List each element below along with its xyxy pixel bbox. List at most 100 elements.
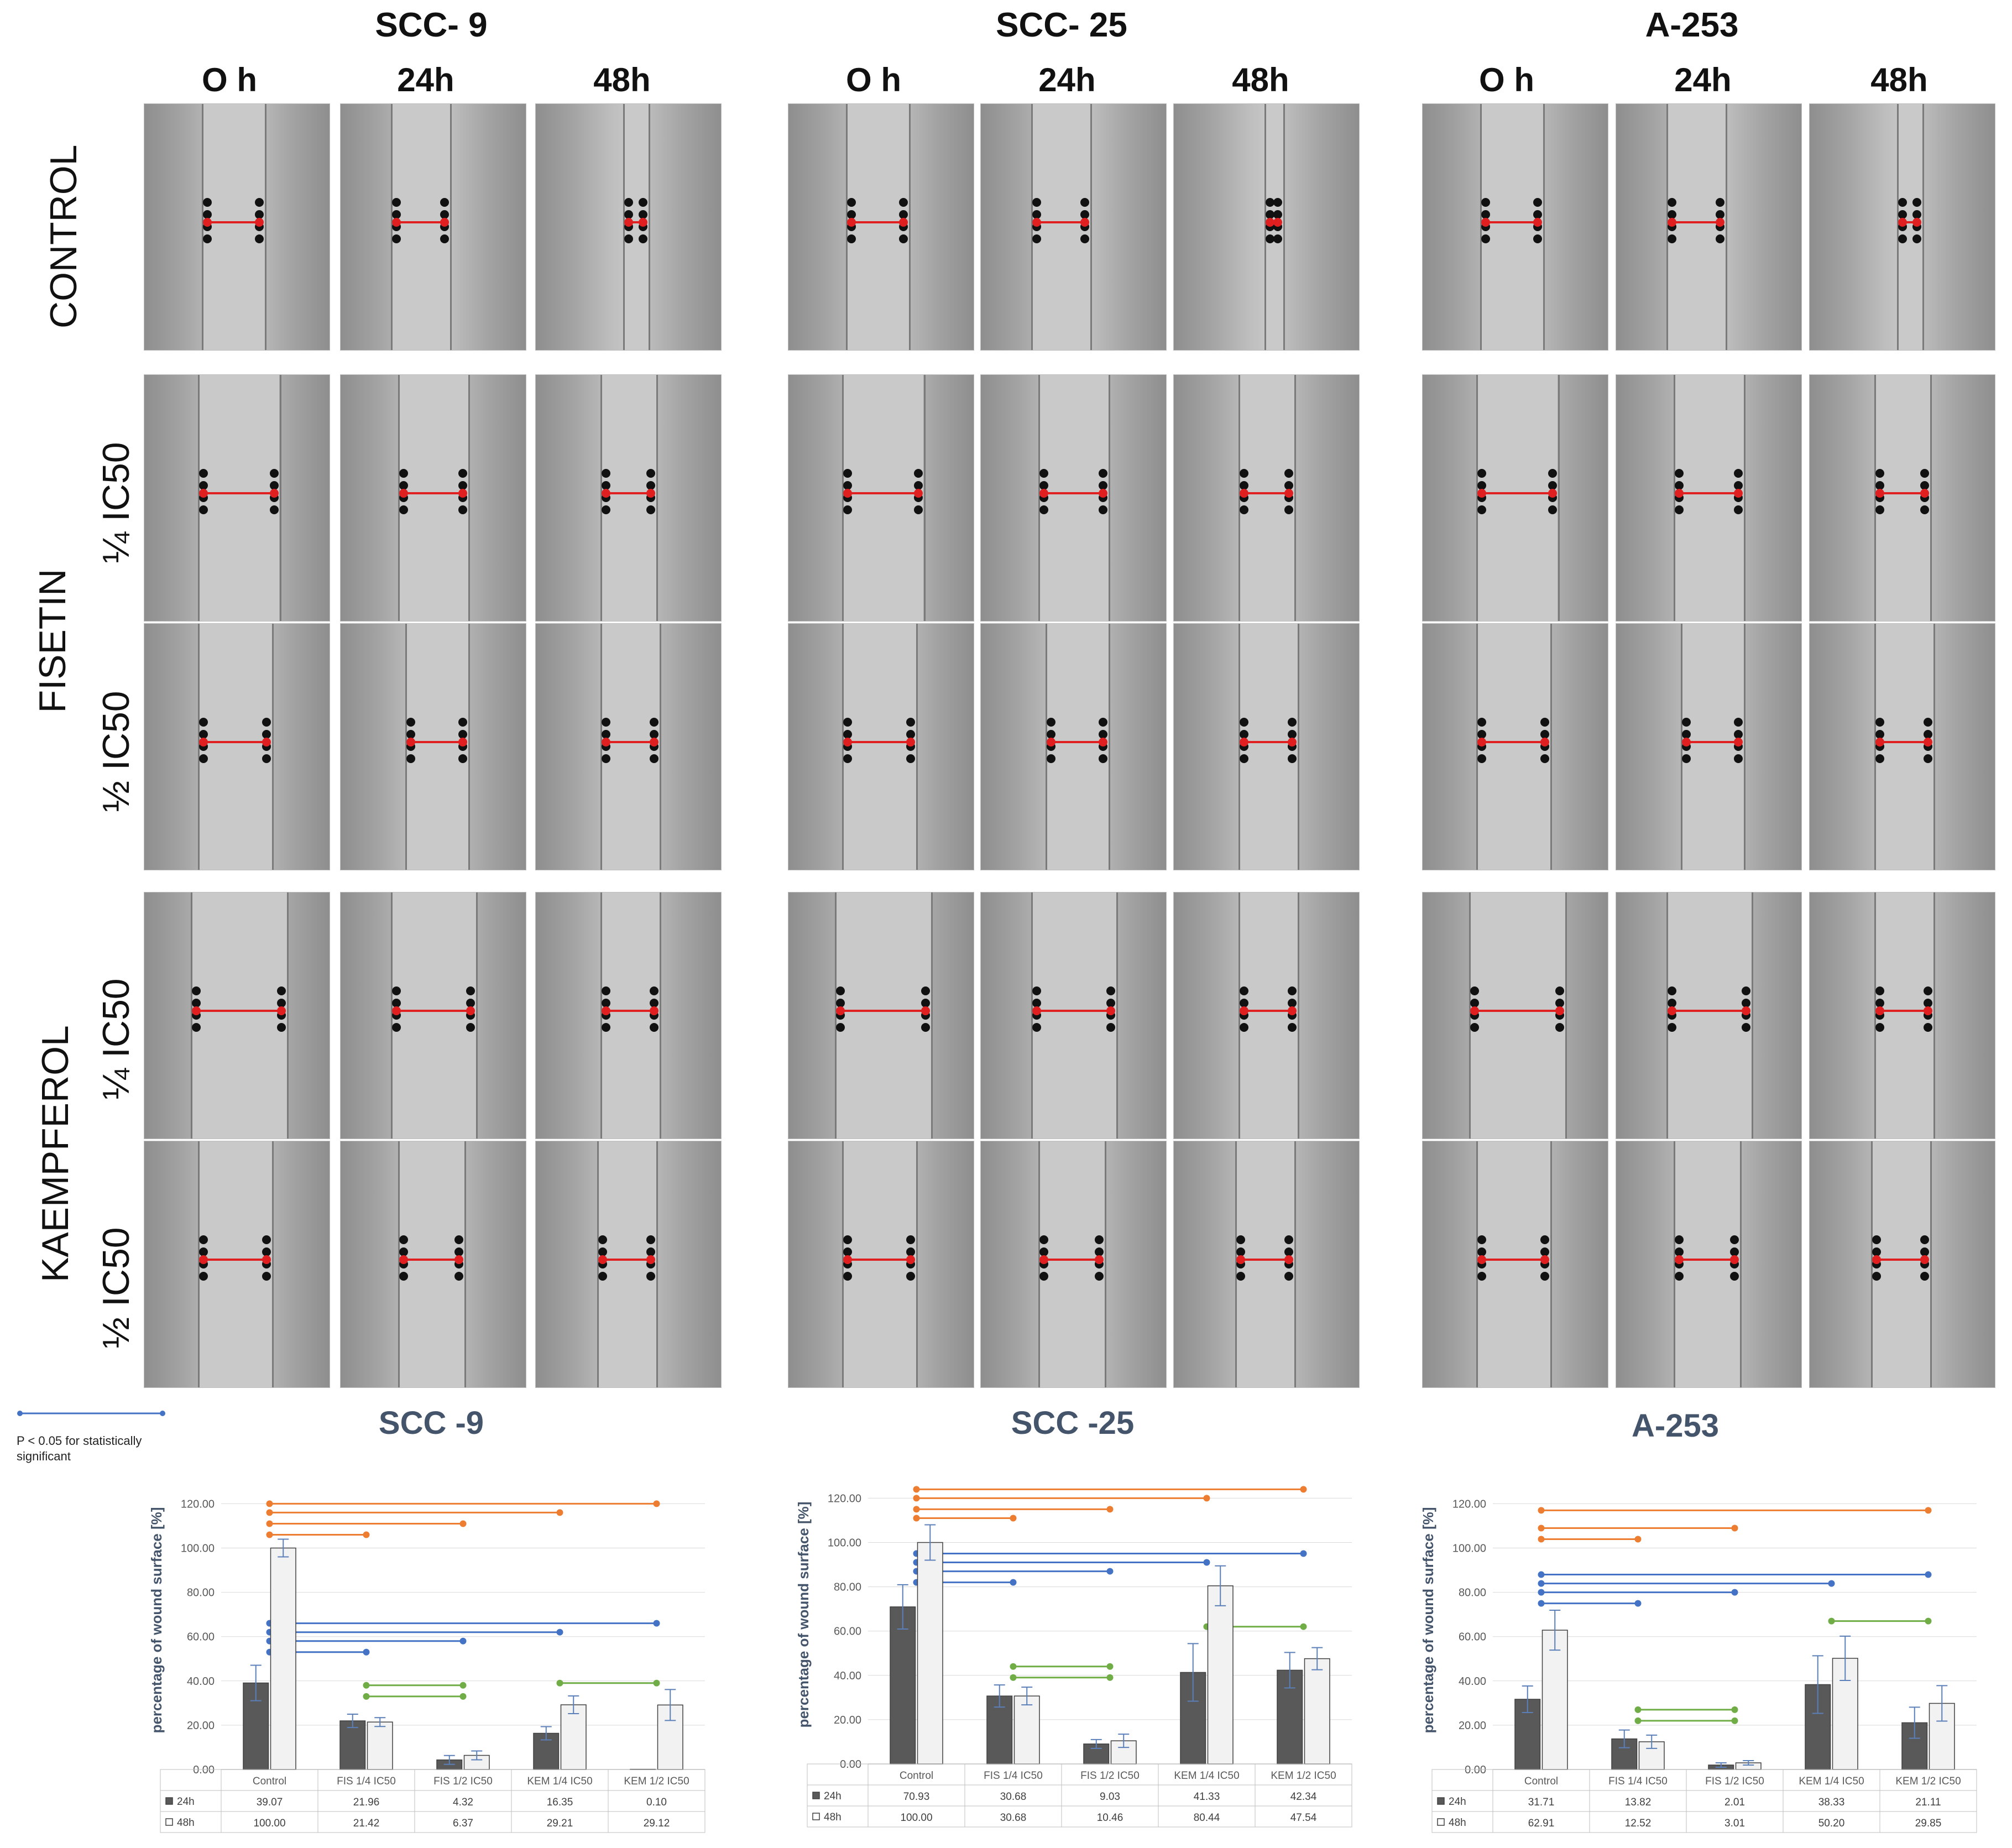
measurement-point <box>1533 217 1542 227</box>
time-point-header: 48h <box>1232 61 1289 98</box>
wound-width-line <box>1671 1009 1746 1012</box>
significance-marker <box>1538 1525 1545 1532</box>
x-category-label: FIS 1/2 IC50 <box>1080 1770 1140 1782</box>
wound-edge <box>1550 624 1553 870</box>
significance-marker <box>1010 1579 1017 1586</box>
measurement-point <box>646 1255 655 1264</box>
bar-48h <box>560 1704 587 1770</box>
significance-marker <box>1010 1515 1017 1522</box>
wound-width-line <box>1485 221 1538 223</box>
measurement-dots <box>843 468 853 518</box>
y-tick-label: 0.00 <box>840 1758 861 1771</box>
measurement-point <box>906 1255 916 1264</box>
measurement-dots <box>1288 986 1297 1035</box>
measurement-dots <box>1099 468 1108 518</box>
wound-edge <box>600 375 603 621</box>
x-category-label: KEM 1/2 IC50 <box>1271 1770 1336 1782</box>
measurement-point <box>1284 1255 1293 1264</box>
significance-marker <box>1538 1600 1545 1607</box>
micrograph-panel <box>1809 1141 1995 1388</box>
y-tick-label: 60.00 <box>187 1631 215 1643</box>
measurement-point <box>1106 1006 1115 1015</box>
wound-gap <box>1666 892 1752 1139</box>
wound-gap <box>198 375 280 621</box>
significance-marker <box>1538 1536 1545 1543</box>
y-tick-label: 100.00 <box>1452 1543 1486 1555</box>
measurement-point <box>1912 217 1922 227</box>
micrograph-panel <box>144 892 330 1139</box>
significance-marker <box>1731 1589 1738 1596</box>
measurement-dots <box>1284 468 1293 518</box>
wound-width-line <box>1244 1009 1293 1012</box>
wound-edge <box>198 1141 200 1387</box>
measurement-point <box>1920 488 1929 498</box>
measurement-dots <box>650 986 659 1035</box>
measurement-dots <box>1548 468 1557 518</box>
table-value: 29.12 <box>644 1818 670 1829</box>
wound-edge <box>390 104 393 350</box>
wound-width-line <box>203 492 274 494</box>
significance-marker <box>266 1500 273 1507</box>
y-axis-label: percentage of wound surface [%] <box>149 1507 165 1734</box>
wound-edge <box>1744 375 1746 621</box>
table-value: 29.21 <box>547 1818 573 1829</box>
table-value: 47.54 <box>1290 1812 1317 1824</box>
wound-edge <box>842 624 844 870</box>
time-point-header: 48h <box>1870 61 1928 98</box>
measurement-point <box>458 737 468 746</box>
micrograph-panel <box>788 374 974 622</box>
y-tick-label: 120.00 <box>1452 1498 1486 1510</box>
wound-edge <box>1238 892 1241 1139</box>
significance-marker <box>653 1620 660 1627</box>
wound-edge <box>656 1141 658 1387</box>
wound-edge <box>398 375 400 621</box>
wound-width-line <box>848 740 911 743</box>
x-category-label: KEM 1/2 IC50 <box>624 1776 689 1787</box>
data-table <box>1431 1769 1977 1833</box>
significance-note: P < 0.05 for statistically significant <box>17 1434 142 1463</box>
measurement-dots <box>254 197 264 247</box>
wound-width-line <box>848 492 918 494</box>
measurement-point <box>1095 1255 1104 1264</box>
bar-48h <box>1541 1630 1568 1770</box>
measurement-point <box>639 217 648 227</box>
table-value: 31.71 <box>1528 1797 1555 1808</box>
legend-swatch-24h <box>165 1797 173 1805</box>
significance-marker <box>363 1693 370 1700</box>
measurement-dots <box>440 197 449 247</box>
significance-marker <box>913 1515 920 1522</box>
measurement-point <box>1284 488 1293 498</box>
significance-marker <box>913 1506 920 1513</box>
table-value: 12.52 <box>1625 1818 1652 1829</box>
micrograph-panel <box>1173 374 1360 622</box>
micrograph-panel <box>1616 103 1802 351</box>
significance-marker <box>1538 1507 1545 1514</box>
micrograph-panel <box>1173 892 1360 1139</box>
significance-marker <box>1634 1536 1642 1543</box>
wound-edge <box>201 104 203 350</box>
wound-width-line <box>1043 492 1104 494</box>
x-category-label: KEM 1/4 IC50 <box>527 1776 592 1787</box>
wound-edge <box>660 892 662 1139</box>
significance-marker <box>1300 1623 1307 1630</box>
table-value: 70.93 <box>903 1791 930 1803</box>
wound-width-line <box>848 1258 911 1261</box>
wound-edge <box>1038 1141 1040 1387</box>
time-point-header: 24h <box>1674 61 1732 98</box>
micrograph-panel <box>980 892 1167 1139</box>
wound-edge <box>398 1141 400 1387</box>
measurement-point <box>454 1255 464 1264</box>
x-category-label: FIS 1/4 IC50 <box>1608 1776 1668 1787</box>
micrograph-panel <box>340 892 526 1139</box>
measurement-dots <box>1898 197 1907 247</box>
wound-edge <box>600 624 603 870</box>
micrograph-panel <box>1616 1141 1802 1388</box>
y-tick-label: 40.00 <box>1459 1675 1486 1688</box>
significance-marker <box>1634 1600 1642 1607</box>
significance-marker <box>1010 1663 1017 1670</box>
wound-edge <box>1543 104 1545 350</box>
measurement-dots <box>843 717 853 766</box>
wound-edge <box>1933 624 1936 870</box>
bar-24h <box>1277 1669 1303 1765</box>
measurement-point <box>1741 1006 1750 1015</box>
